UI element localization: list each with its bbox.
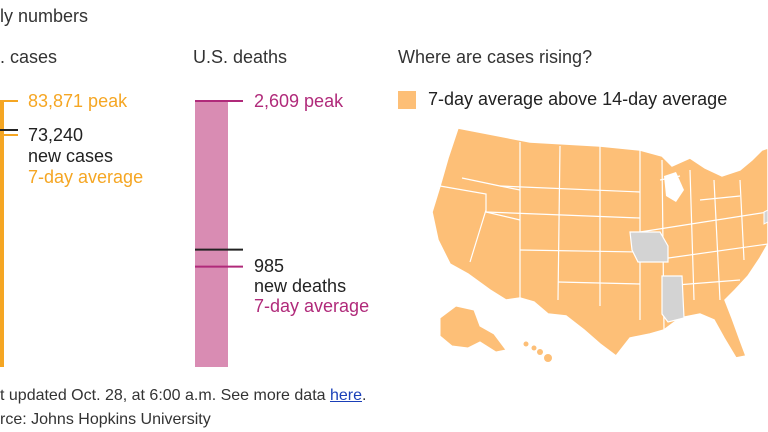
deaths-current-line2: 7-day average <box>254 296 370 316</box>
cases-current-line2: 7-day average <box>28 167 144 187</box>
hawaii-shape <box>523 341 552 362</box>
great-lakes <box>664 172 684 202</box>
us-map <box>431 127 768 362</box>
cases-title: . cases <box>0 47 58 67</box>
rhode-island-shape <box>763 209 768 225</box>
legend-label: 7-day average above 14-day average <box>428 89 728 109</box>
deaths-bar <box>195 101 228 367</box>
updated-text: t updated Oct. 28, at 6:00 a.m. See more… <box>0 387 330 404</box>
cases-current-line1: new cases <box>28 146 114 166</box>
deaths-current-line1: new deaths <box>254 276 347 296</box>
mississippi-shape <box>661 275 685 323</box>
legend-swatch <box>398 91 416 109</box>
missouri-shape <box>629 231 669 263</box>
deaths-peak-label: 2,609 peak <box>254 91 344 111</box>
updated-line: t updated Oct. 28, at 6:00 a.m. See more… <box>0 387 366 405</box>
updated-period: . <box>362 387 367 404</box>
cases-current-value: 73,240 <box>28 125 84 145</box>
page-title: ly numbers <box>0 6 89 26</box>
cases-peak-label: 83,871 peak <box>28 91 128 111</box>
more-data-link[interactable]: here <box>329 387 363 404</box>
deaths-title: U.S. deaths <box>193 47 288 67</box>
deaths-current-value: 985 <box>254 256 285 276</box>
alaska-shape <box>439 305 507 353</box>
cases-bar <box>0 101 4 367</box>
source-line: rce: Johns Hopkins University <box>0 411 211 428</box>
map-title: Where are cases rising? <box>398 47 593 67</box>
